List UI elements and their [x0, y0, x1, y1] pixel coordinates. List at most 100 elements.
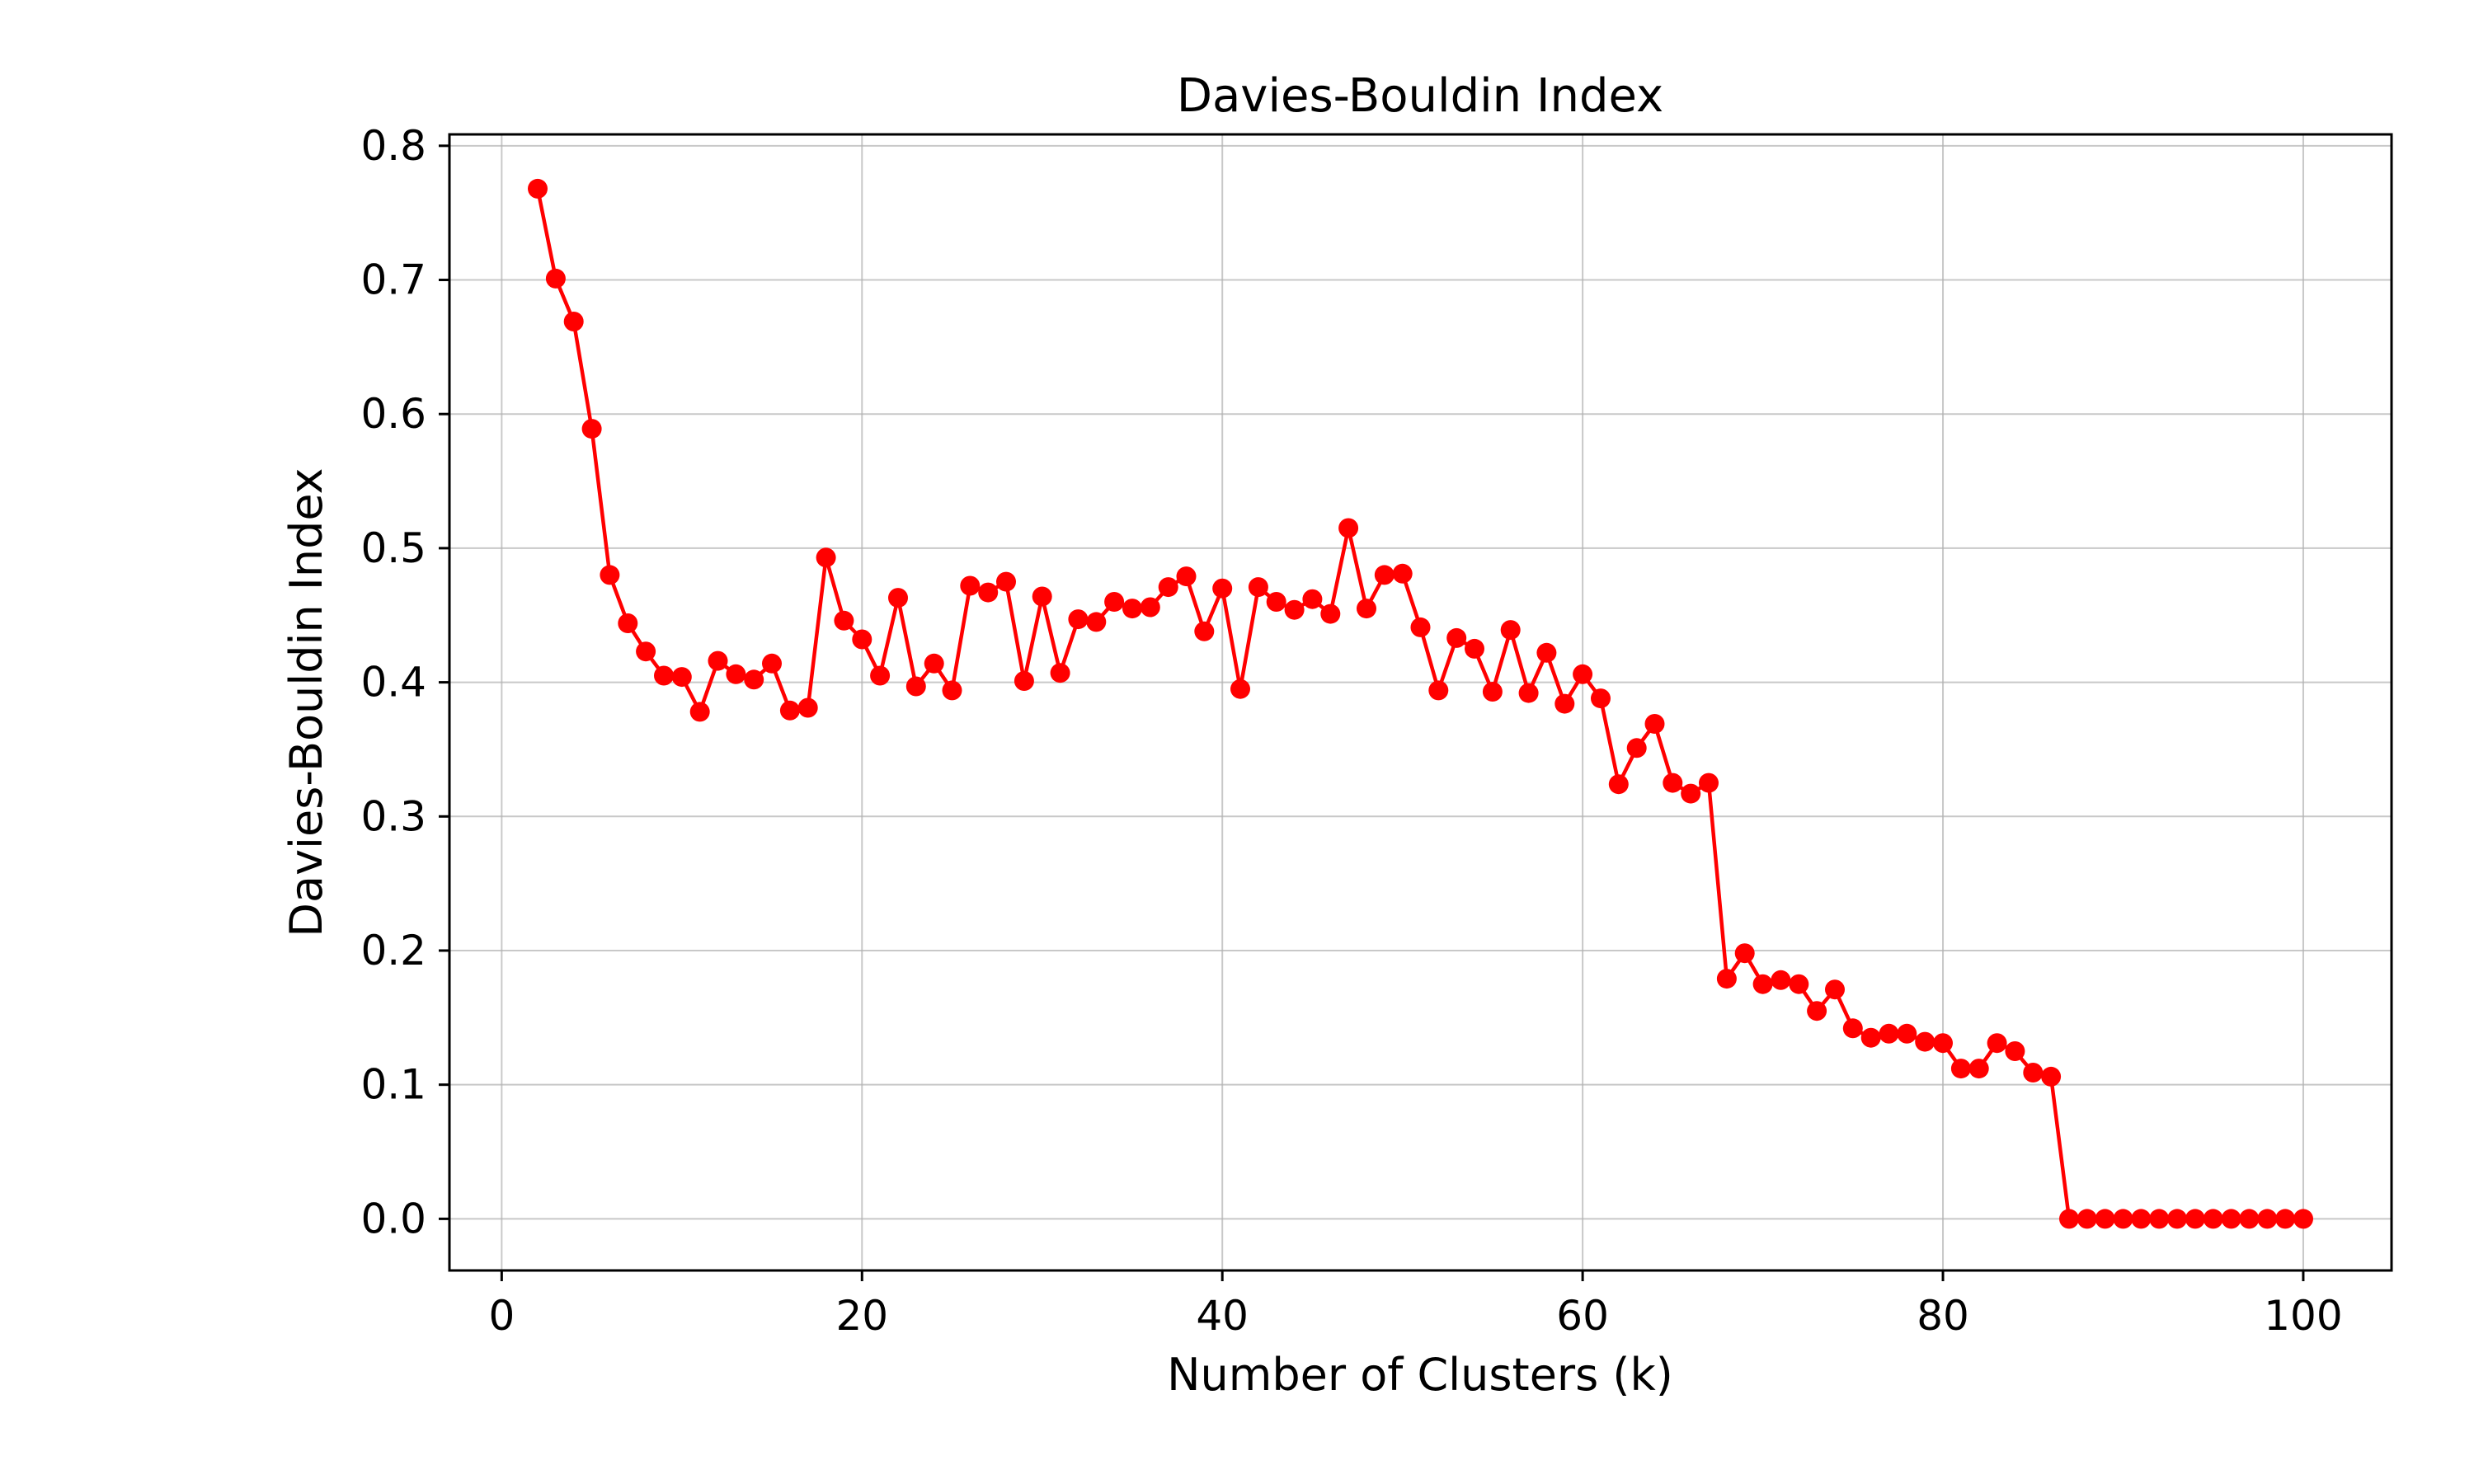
data-point: [563, 312, 584, 331]
tick-labels: 0 20 40 60 80 100 0.0 0.1 0.2 0.3 0.4 0.5 0.6 0.7 0.8: [360, 122, 2342, 1340]
data-point: [1518, 683, 1539, 703]
plot-frame: [448, 133, 2393, 1272]
y-tick-label: 0.6: [360, 390, 426, 438]
data-point: [2131, 1209, 2152, 1229]
data-point: [2221, 1209, 2241, 1229]
data-point: [1591, 688, 1611, 709]
data-point: [1357, 599, 1376, 619]
data-point: [1374, 565, 1395, 585]
data-point: [654, 665, 674, 686]
data-point: [2023, 1063, 2044, 1082]
data-point: [1338, 518, 1359, 538]
data-point: [1699, 773, 1719, 793]
data-point: [2275, 1209, 2296, 1229]
data-point: [1320, 603, 1341, 624]
data-point: [2185, 1209, 2205, 1229]
data-point: [924, 653, 944, 674]
data-point: [1104, 592, 1125, 612]
data-point: [545, 268, 566, 289]
data-point: [636, 641, 656, 662]
x-axis-title: Number of Clusters (k): [1167, 1349, 1673, 1401]
data-point: [1140, 597, 1160, 618]
data-point: [1681, 783, 1701, 804]
data-point: [870, 665, 891, 686]
data-point: [1482, 682, 1503, 702]
data-point: [1626, 738, 1647, 758]
grid-lines: [449, 134, 2392, 1270]
data-point: [1915, 1031, 1935, 1052]
data-point: [1465, 638, 1484, 659]
data-point: [1176, 566, 1197, 587]
data-point: [1879, 1023, 1899, 1044]
data-point: [1392, 563, 1413, 584]
y-tick-label: 0.7: [360, 256, 426, 304]
data-point: [1825, 979, 1845, 1000]
data-point: [888, 588, 908, 608]
data-point: [1789, 974, 1809, 994]
data-point: [779, 700, 800, 721]
data-point: [1428, 680, 1449, 701]
x-tick-label: 60: [1556, 1292, 1609, 1340]
data-point: [2167, 1209, 2187, 1229]
data-point: [618, 613, 638, 633]
data-point: [1897, 1023, 1917, 1044]
data-point: [600, 565, 620, 585]
data-point: [671, 667, 692, 688]
data-point: [852, 629, 872, 650]
y-tick-label: 0.5: [360, 524, 426, 572]
data-point: [2005, 1041, 2025, 1061]
data-point: [1807, 1001, 1827, 1021]
data-point: [960, 575, 981, 596]
y-axis-title: Davies-Bouldin Index: [280, 467, 332, 937]
data-point: [1248, 577, 1268, 598]
data-point: [1230, 679, 1250, 699]
data-point: [996, 571, 1016, 592]
data-point: [1950, 1059, 1971, 1079]
x-tick-label: 40: [1196, 1292, 1249, 1340]
y-tick-label: 0.1: [360, 1061, 426, 1109]
data-point: [1644, 714, 1665, 734]
data-point: [1536, 642, 1557, 663]
data-point: [2059, 1209, 2079, 1229]
data-point: [1086, 612, 1107, 632]
y-tick-label: 0.8: [360, 122, 426, 170]
y-tick-label: 0.3: [360, 792, 426, 840]
data-point: [744, 669, 764, 690]
data-point: [1194, 621, 1215, 641]
data-point: [2149, 1209, 2170, 1229]
data-point: [942, 680, 962, 701]
data-point: [1752, 974, 1773, 994]
data-point: [1500, 620, 1521, 641]
data-point: [708, 650, 728, 671]
data-point: [1608, 774, 1629, 795]
y-tick-label: 0.2: [360, 927, 426, 974]
data-point: [1032, 586, 1052, 607]
data-point: [1158, 577, 1178, 598]
data-point: [1410, 617, 1431, 637]
data-point: [1734, 943, 1755, 964]
data-point: [1771, 970, 1791, 990]
data-point: [1212, 578, 1233, 599]
data-point: [2113, 1209, 2133, 1229]
data-point: [726, 664, 746, 684]
data-point: [978, 582, 999, 603]
y-tick-label: 0.0: [360, 1195, 426, 1242]
data-point: [2041, 1066, 2062, 1087]
data-point: [1987, 1033, 2007, 1054]
data-point: [1663, 773, 1683, 793]
data-point: [1302, 589, 1323, 609]
data-point: [2257, 1209, 2278, 1229]
axis-ticks: [439, 144, 2305, 1281]
data-point: [2203, 1209, 2223, 1229]
chart-title: Davies-Bouldin Index: [1177, 69, 1663, 123]
data-point: [689, 702, 710, 722]
data-point: [1968, 1059, 1989, 1079]
data-point: [1933, 1033, 1953, 1054]
y-tick-label: 0.4: [360, 659, 426, 707]
data-point: [834, 610, 854, 631]
data-point: [1573, 664, 1593, 684]
data-point: [816, 547, 836, 568]
x-tick-label: 20: [835, 1292, 888, 1340]
data-point: [2077, 1209, 2097, 1229]
